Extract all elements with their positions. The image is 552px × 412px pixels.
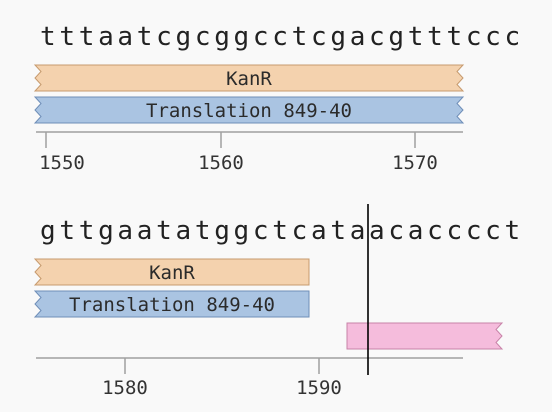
feature-kanr-label: KanR [226, 68, 272, 90]
dna-sequence-text[interactable]: tttaatcgcggcctcgacgtttccc [40, 22, 522, 52]
feature-translation-label: Translation 849-40 [69, 294, 275, 316]
feature-translation-bar[interactable] [33, 290, 310, 318]
feature-translation[interactable]: Translation 849-40 [33, 290, 310, 318]
feature-translation-label: Translation 849-40 [146, 100, 352, 122]
sequence-row-1: tttaatcgcggcctcgacgtttccc KanR Translati… [33, 22, 522, 174]
feature-kanr-bar[interactable] [33, 64, 465, 92]
feature-pink-bar[interactable] [346, 322, 504, 350]
axis-tick-label: 1570 [392, 152, 438, 174]
axis-tick-label: 1560 [198, 152, 244, 174]
feature-translation[interactable]: Translation 849-40 [33, 96, 465, 124]
sequence-row-2: gttgaatatggctcataacacccct KanR Translati… [33, 204, 522, 399]
feature-pink[interactable] [346, 322, 504, 350]
axis-tick-label: 1550 [39, 152, 85, 174]
position-axis: 1550 1560 1570 [36, 131, 463, 174]
feature-translation-bar[interactable] [33, 96, 465, 124]
feature-kanr-bar[interactable] [33, 258, 310, 286]
axis-tick-label: 1590 [296, 377, 342, 399]
feature-kanr[interactable]: KanR [33, 64, 465, 92]
feature-kanr[interactable]: KanR [33, 258, 310, 286]
position-axis: 1580 1590 [36, 357, 463, 399]
axis-tick-label: 1580 [102, 377, 148, 399]
feature-kanr-label: KanR [149, 262, 195, 284]
dna-sequence-text[interactable]: gttgaatatggctcataacacccct [40, 216, 522, 246]
